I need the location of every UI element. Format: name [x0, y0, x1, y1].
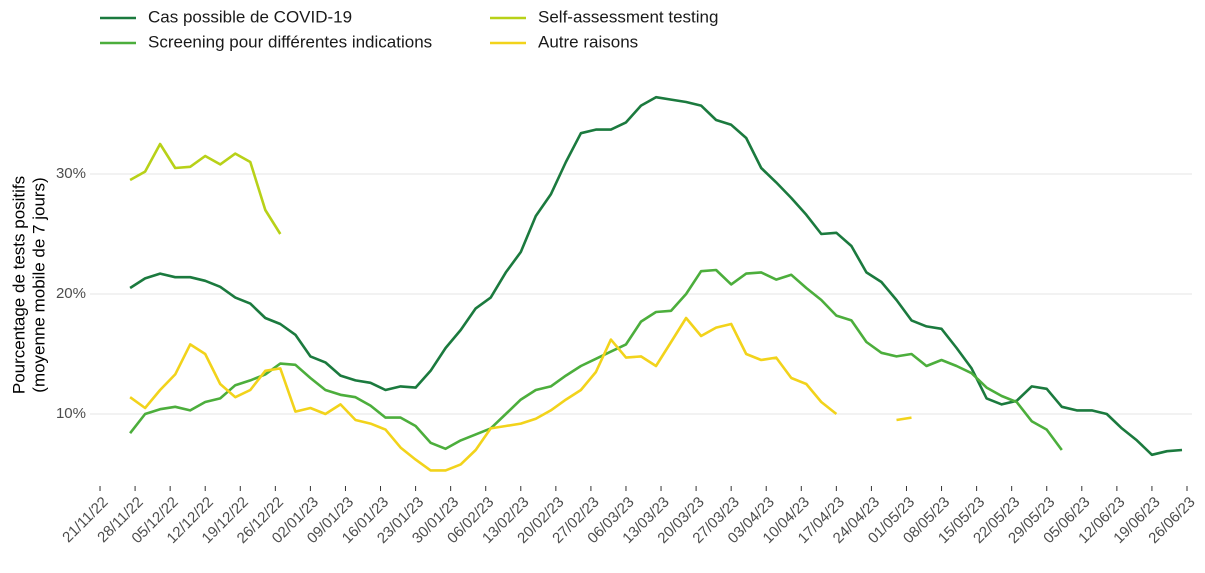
legend-label: Self-assessment testing — [538, 7, 718, 26]
y-axis-label: (moyenne mobile de 7 jours) — [29, 177, 48, 392]
legend-label: Cas possible de COVID-19 — [148, 7, 352, 26]
series-line — [129, 142, 282, 235]
series-line — [129, 95, 1183, 457]
y-tick-label: 10% — [56, 405, 86, 422]
series-line — [129, 268, 1063, 451]
y-tick-label: 30% — [56, 165, 86, 182]
series-line — [129, 316, 912, 472]
y-axis-label: Pourcentage de tests positifs — [9, 176, 28, 394]
y-tick-label: 20% — [56, 285, 86, 302]
legend-label: Autre raisons — [538, 32, 638, 51]
legend-label: Screening pour différentes indications — [148, 32, 432, 51]
